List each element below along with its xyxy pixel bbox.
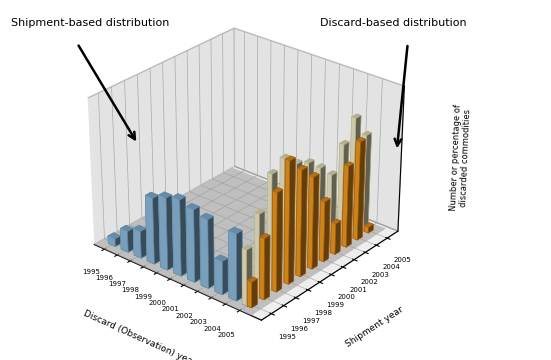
Text: Discard-based distribution: Discard-based distribution <box>320 18 466 28</box>
Text: Shipment-based distribution: Shipment-based distribution <box>11 18 169 28</box>
Y-axis label: Shipment year: Shipment year <box>344 305 405 349</box>
X-axis label: Discard (Observation) year: Discard (Observation) year <box>82 309 197 360</box>
